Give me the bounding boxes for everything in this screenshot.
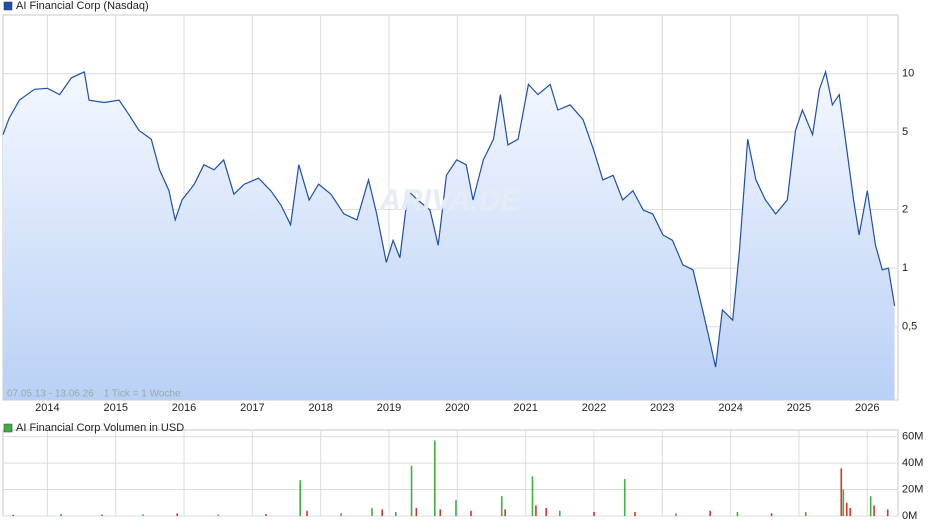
y-tick-label: 10: [902, 67, 914, 79]
x-tick-label: 2023: [650, 402, 674, 414]
bar: [634, 512, 636, 516]
x-tick-label: 2016: [172, 402, 196, 414]
bar: [395, 512, 397, 516]
y-tick-label: 1: [902, 262, 908, 274]
y-tick-label: 0M: [902, 510, 917, 522]
legend-label: AI Financial Corp Volumen in USD: [16, 422, 184, 434]
bar: [265, 514, 267, 516]
bar: [217, 514, 220, 516]
bar: [470, 510, 472, 516]
bar: [433, 440, 436, 516]
x-tick-label: 2022: [582, 402, 606, 414]
volume-panel: 0M 20M 40M 60M AI Financial Corp Volumen in …: [2, 422, 923, 522]
bar: [340, 513, 342, 516]
bar: [439, 509, 442, 516]
y-tick-label: 5: [902, 126, 908, 138]
y-tick-label: 2: [902, 203, 908, 215]
bar: [849, 508, 851, 516]
bar: [873, 505, 875, 516]
price-panel: 2014 2015 2016 2017 2018 2019 2020 2021 2022 2023…: [2, 0, 917, 414]
bar: [415, 508, 418, 516]
x-tick-label: 2021: [513, 402, 537, 414]
y-tick-label: 20M: [902, 483, 923, 495]
x-tick-label: 2019: [377, 402, 401, 414]
x-tick-label: 2015: [103, 402, 127, 414]
bar: [709, 510, 711, 516]
bar: [504, 509, 506, 516]
watermark: ARIVA.DE: [378, 184, 521, 217]
bar: [845, 502, 848, 516]
bar: [500, 496, 503, 516]
plot-frame: [2, 429, 899, 517]
x-tick-label: 2026: [855, 402, 879, 414]
y-tick-label: 40M: [902, 457, 923, 469]
range-label: 07.05.13 - 13.06.26: [7, 389, 94, 400]
x-tick-label: 2020: [445, 402, 469, 414]
x-tick-label: 2024: [718, 402, 742, 414]
bar: [736, 512, 739, 516]
tick-note: 1 Tick = 1 Woche: [104, 389, 181, 400]
bar: [840, 468, 843, 516]
bar: [531, 476, 534, 516]
bar: [535, 505, 537, 516]
bar: [176, 513, 179, 516]
bar: [410, 465, 413, 516]
area: [3, 71, 895, 401]
bar: [381, 509, 383, 516]
legend-swatch: [3, 1, 13, 11]
bar: [101, 514, 103, 516]
bar: [593, 512, 595, 516]
x-tick-label: 2014: [35, 402, 59, 414]
bar: [306, 510, 308, 516]
bar: [371, 508, 373, 516]
bar: [804, 512, 807, 516]
bar: [770, 513, 773, 516]
x-tick-label: 2017: [240, 402, 264, 414]
bar: [675, 513, 677, 516]
bar: [623, 478, 626, 516]
x-tick-label: 2025: [787, 402, 811, 414]
bar: [559, 510, 561, 516]
legend-label: AI Financial Corp (Nasdaq): [16, 0, 149, 12]
bar: [869, 496, 872, 516]
line: [2, 69, 896, 368]
bar: [142, 514, 144, 516]
bar: [12, 514, 15, 516]
bar: [455, 500, 457, 516]
y-tick-label: 0,5: [902, 321, 917, 333]
bar: [60, 514, 62, 516]
y-tick-label: 60M: [902, 431, 923, 443]
legend-swatch: [3, 423, 13, 433]
bar: [886, 509, 889, 516]
bar: [545, 508, 547, 516]
bar: [299, 480, 301, 516]
x-tick-label: 2018: [308, 402, 332, 414]
bar: [842, 489, 845, 516]
